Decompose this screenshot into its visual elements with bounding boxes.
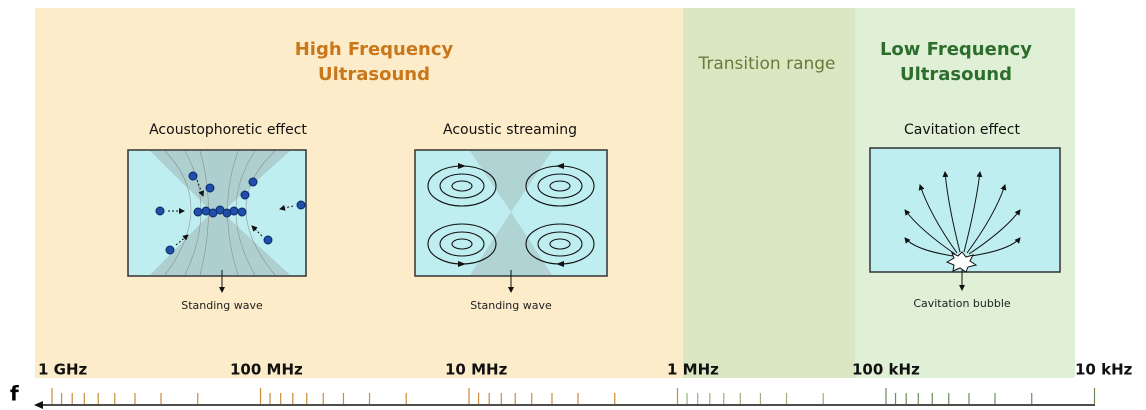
region-title: High Frequency <box>295 39 454 60</box>
axis-symbol: f <box>10 382 19 406</box>
streaming-illustration <box>415 150 607 292</box>
panel-caption: Standing wave <box>181 299 263 312</box>
region-title: Ultrasound <box>318 64 430 85</box>
region-title: Transition range <box>697 54 835 74</box>
axis-label: 1 GHz <box>38 361 88 379</box>
axis-label: 10 kHz <box>1075 361 1133 379</box>
axis-label: 100 kHz <box>852 361 920 379</box>
panel-title: Cavitation effect <box>904 122 1020 138</box>
region-title: Ultrasound <box>900 64 1012 85</box>
diagram: High Frequency Ultrasound Transition ran… <box>0 0 1146 410</box>
panel-title: Acoustic streaming <box>443 122 577 138</box>
axis-label: 100 MHz <box>230 361 303 379</box>
panel-caption: Standing wave <box>470 299 552 312</box>
acoustophoresis-illustration <box>128 150 306 292</box>
axis-label: 1 MHz <box>667 361 719 379</box>
cavitation-illustration <box>870 148 1060 290</box>
region-title: Low Frequency <box>880 39 1032 60</box>
axis-ticks <box>52 388 1095 404</box>
panel-caption: Cavitation bubble <box>913 297 1011 310</box>
panel-title: Acoustophoretic effect <box>149 122 307 138</box>
axis-label: 10 MHz <box>445 361 508 379</box>
axis-arrow <box>34 401 43 409</box>
